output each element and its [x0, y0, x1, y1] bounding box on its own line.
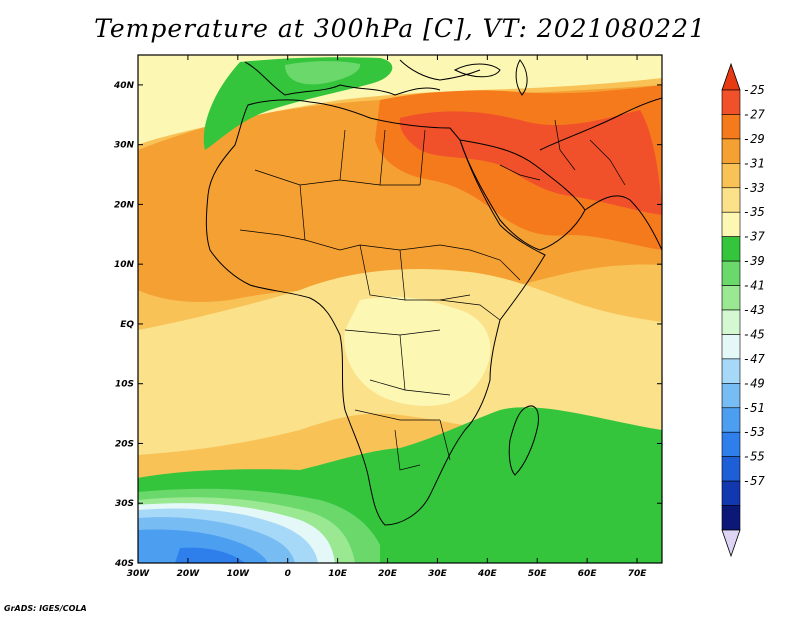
map-title: Temperature at 300hPa [C], VT: 202108022…	[94, 14, 706, 43]
colorbar: -25 -27 -29 -31 -33 -35 -37 -39 -41 -43 -45 -47 -49 -…	[721, 62, 765, 558]
lon-label: 20W	[177, 569, 201, 579]
lon-label: 70E	[628, 569, 648, 579]
colorbar-swatch	[721, 211, 741, 237]
colorbar-label: -57	[743, 474, 765, 488]
colorbar-swatch	[721, 260, 741, 286]
colorbar-swatch	[721, 505, 741, 531]
field-band--49	[138, 529, 268, 563]
temperature-field	[138, 55, 662, 563]
colorbar-swatch	[721, 431, 741, 457]
colorbar-swatch	[721, 407, 741, 433]
colorbar-label: -25	[743, 83, 765, 97]
lat-label: EQ	[120, 320, 134, 330]
field-band--39-north	[285, 61, 361, 85]
lon-label: 40E	[477, 569, 498, 579]
colorbar-swatch	[721, 358, 741, 384]
field-band--37-north	[203, 57, 393, 150]
country-borders	[239, 119, 626, 471]
lat-label: 30N	[114, 141, 135, 151]
colorbar-swatch	[721, 309, 741, 335]
lon-label: 10W	[227, 569, 251, 579]
colorbar-swatch	[721, 236, 741, 262]
lat-label: 20N	[114, 200, 135, 210]
colorbar-swatch	[721, 480, 741, 506]
lat-label: 40N	[113, 81, 135, 91]
colorbar-label: -41	[743, 279, 765, 293]
colorbar-bottom-arrow	[721, 529, 741, 558]
lon-label: 20E	[378, 569, 398, 579]
colorbar-swatch	[721, 114, 741, 140]
lon-label: 10E	[328, 569, 348, 579]
colorbar-label: -43	[743, 303, 765, 317]
colorbar-swatch	[721, 383, 741, 409]
colorbar-label: -31	[743, 156, 765, 170]
lon-label: 50E	[528, 569, 548, 579]
colorbar-label: -39	[743, 254, 765, 268]
lon-label: 0	[285, 569, 291, 579]
coastlines	[205, 59, 662, 526]
colorbar-label: -53	[743, 425, 765, 439]
colorbar-label: -29	[743, 132, 765, 146]
colorbar-swatch	[721, 187, 741, 213]
colorbar-label: -49	[743, 376, 765, 390]
colorbar-label: -33	[743, 181, 765, 195]
colorbar-label: -27	[743, 107, 765, 121]
credit-text: GrADS: IGES/COLA	[4, 604, 87, 613]
colorbar-label: -55	[743, 450, 765, 464]
lon-label: 60E	[578, 569, 598, 579]
colorbar-label: -45	[743, 327, 765, 341]
colorbar-top-arrow	[721, 62, 741, 91]
colorbar-swatch	[721, 89, 741, 115]
lat-label: 30S	[115, 499, 134, 509]
latitude-axis: 40N 30N 20N 10N EQ 10S 20S 30S 40S	[113, 81, 662, 569]
field-band--51	[175, 547, 245, 563]
lat-label: 20S	[115, 439, 134, 449]
colorbar-swatch	[721, 456, 741, 482]
colorbar-label: -51	[743, 401, 765, 415]
colorbar-swatch	[721, 138, 741, 164]
lon-label: 30W	[127, 569, 151, 579]
colorbar-swatch	[721, 285, 741, 311]
map-frame	[137, 54, 663, 564]
colorbar-label: -37	[743, 230, 765, 244]
lon-label: 30E	[428, 569, 448, 579]
colorbar-label: -47	[743, 352, 765, 366]
field-band--35	[344, 296, 491, 406]
colorbar-swatch	[721, 163, 741, 189]
longitude-axis: 30W 20W 10W 0 10E 20E 30E 40E 50E 60E 70E	[127, 55, 647, 579]
colorbar-label: -35	[743, 205, 765, 219]
lat-label: 40S	[114, 559, 134, 569]
colorbar-swatch	[721, 334, 741, 360]
lat-label: 10S	[115, 380, 134, 390]
lat-label: 10N	[114, 260, 135, 270]
